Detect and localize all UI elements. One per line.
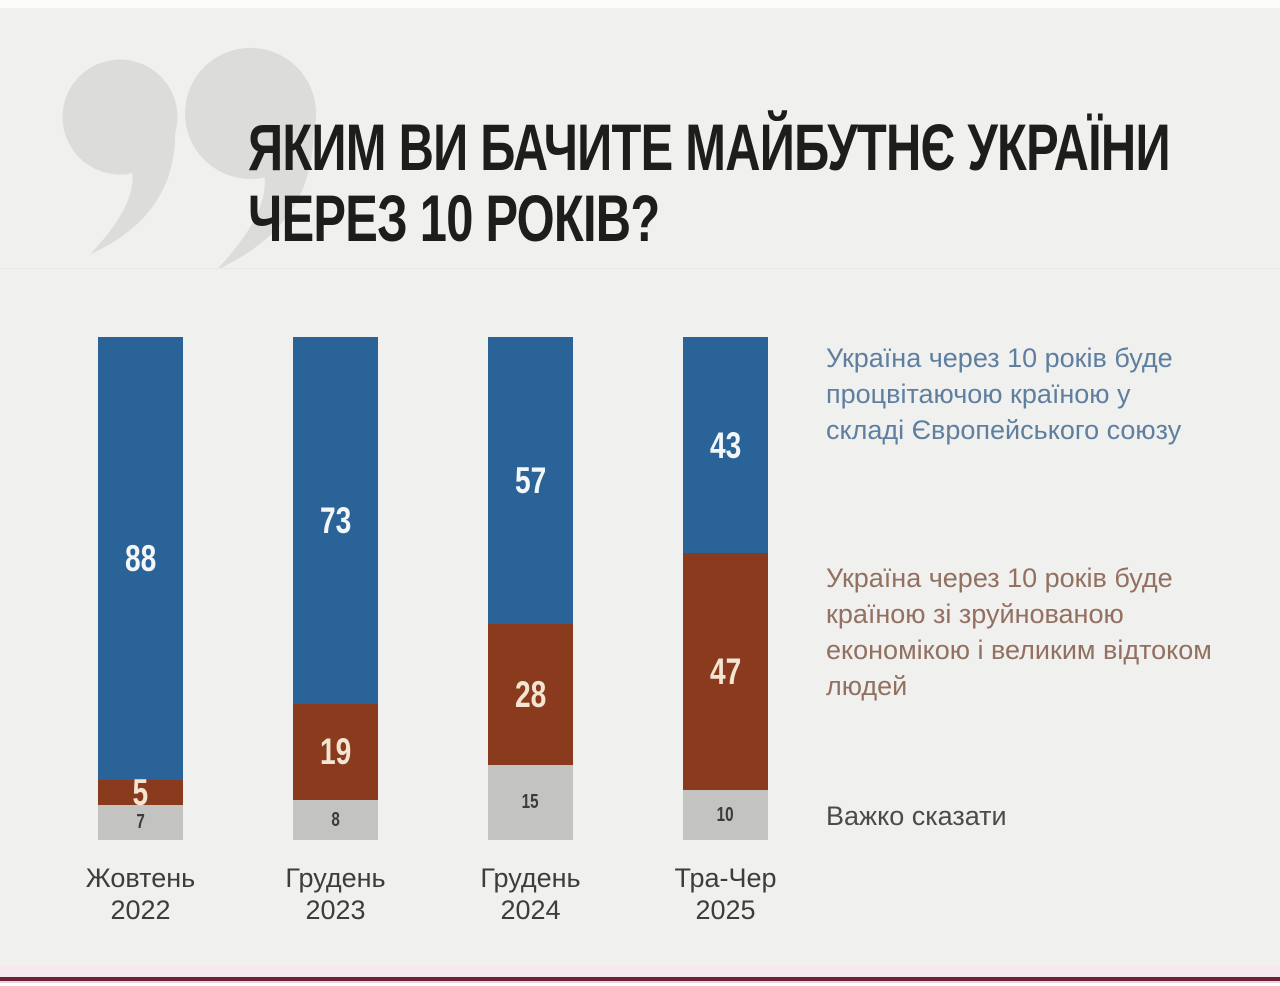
footer-band-light (0, 981, 1280, 983)
chart-bar: 43 47 10 (683, 337, 768, 840)
footer-band (0, 966, 1280, 977)
category-label-line: Тра-Чер (674, 863, 777, 893)
bar-value-label: 7 (136, 811, 145, 834)
bar-chart: 88 5 7 Жовтень 2022 73 19 8 Грудень 2023 57 28 15 Гру… (86, 337, 777, 925)
bar-value-label: 47 (709, 650, 742, 692)
bar-segment: 28 (488, 623, 573, 765)
bar-value-label: 5 (132, 771, 149, 813)
footer-accent-line (0, 977, 1280, 981)
category-label-line: Грудень (480, 863, 581, 893)
category-label-line: 2024 (500, 895, 561, 926)
bar-segment: 43 (683, 337, 768, 554)
category-label: Грудень 2024 (433, 862, 628, 927)
category-label: Жовтень 2022 (43, 862, 238, 927)
category-label-line: 2023 (305, 895, 366, 926)
bar-segment: 5 (98, 774, 183, 811)
quote-icon (184, 47, 317, 271)
top-strip (0, 0, 1280, 8)
bar-segment: 47 (683, 553, 768, 790)
quote-marks-decoration (30, 45, 360, 275)
title-line-1: ЯКИМ ВИ БАЧИТЕ МАЙБУТНЄ УКРАЇНИ (248, 110, 1171, 185)
category-label-line: 2025 (695, 895, 756, 926)
bar-value-label: 8 (331, 808, 340, 831)
category-label-line: 2022 (110, 895, 171, 926)
bar-value-label: 73 (319, 500, 352, 542)
bar-value-label: 28 (514, 673, 547, 715)
bar-segment: 7 (98, 804, 183, 840)
bar-value-label: 10 (717, 803, 734, 826)
page-title: ЯКИМ ВИ БАЧИТЕ МАЙБУТНЄ УКРАЇНИ ЧЕРЕЗ 10… (248, 110, 1171, 255)
bar-value-label: 88 (124, 537, 157, 579)
category-label: Тра-Чер 2025 (628, 862, 823, 927)
legend-label-eu-future: Україна через 10 років буде процвітаючою… (826, 343, 1182, 445)
bar-segment: 88 (98, 337, 183, 780)
bar-value-label: 19 (319, 731, 352, 773)
footer-bottom-strip (0, 983, 1280, 986)
chart-bar: 88 5 7 (98, 337, 183, 840)
bar-segment: 19 (293, 704, 378, 800)
section-divider (0, 268, 1280, 269)
bar-segment: 57 (488, 337, 573, 624)
legend-label-hard-to-say: Важко сказати (826, 801, 1007, 831)
bar-value-label: 57 (514, 459, 547, 501)
bar-segment: 15 (488, 764, 573, 840)
bar-value-label: 15 (522, 791, 539, 814)
category-label: Грудень 2023 (238, 862, 433, 927)
quote-icon (62, 59, 178, 255)
category-label-line: Жовтень (85, 863, 196, 893)
title-line-2: ЧЕРЕЗ 10 РОКІВ? (248, 180, 660, 255)
bar-segment: 73 (293, 337, 378, 705)
chart-bar: 57 28 15 (488, 337, 573, 840)
bar-segment: 8 (293, 799, 378, 840)
legend-label-ruined-economy: Україна через 10 років буде країною зі з… (826, 563, 1212, 701)
category-label-line: Грудень (285, 863, 386, 893)
bar-segment: 10 (683, 789, 768, 840)
chart-bar: 73 19 8 (293, 337, 378, 840)
bar-value-label: 43 (709, 424, 742, 466)
